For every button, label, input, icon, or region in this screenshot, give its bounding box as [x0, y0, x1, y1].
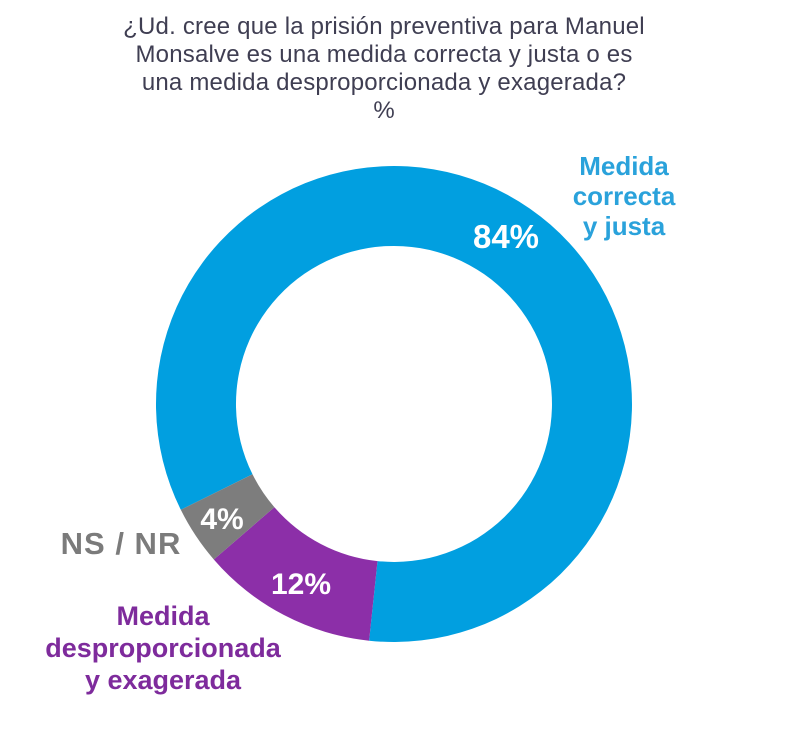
segment-label-ns-nr: NS / NR	[60, 526, 182, 561]
segment-label-medida-desproporcionada: Medida desproporcionada y exagerada	[45, 601, 281, 695]
segment-label-medida-correcta: Medida correcta y justa	[572, 151, 676, 241]
segment-value-medida-desproporcionada: 12%	[270, 568, 332, 601]
chart-title: ¿Ud. cree que la prisión preventiva para…	[123, 13, 645, 96]
chart-unit-label: %	[373, 97, 395, 124]
segment-value-medida-correcta: 84%	[472, 218, 540, 255]
donut-segment-1	[213, 507, 378, 641]
donut-segment-0	[155, 166, 632, 643]
donut-segment-2	[180, 474, 275, 560]
segment-value-ns-nr: 4%	[200, 503, 244, 536]
